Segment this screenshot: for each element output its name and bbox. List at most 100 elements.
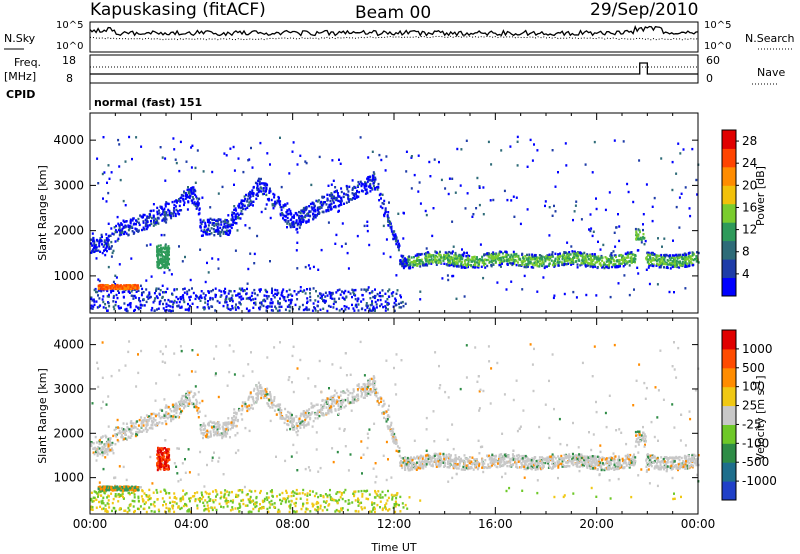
nave-tick-high: 60: [706, 54, 720, 67]
range-gate-cell: [624, 260, 627, 263]
range-gate-cell: [546, 258, 549, 261]
range-gate-cell: [340, 200, 343, 203]
range-gate-cell: [381, 289, 384, 292]
range-gate-cell: [252, 306, 255, 309]
range-gate-cell: [405, 258, 407, 261]
range-gate-cell: [188, 288, 191, 292]
range-gate-cell: [632, 258, 635, 261]
range-gate-cell: [355, 303, 358, 306]
range-gate-cell: [300, 412, 303, 415]
range-gate-cell: [336, 395, 339, 398]
range-gate-cell: [650, 259, 653, 262]
range-gate-cell: [184, 197, 187, 200]
range-gate-cell: [460, 262, 463, 266]
range-gate-cell: [225, 435, 228, 438]
range-gate-cell: [464, 207, 467, 210]
range-gate-cell: [642, 223, 644, 226]
range-gate-cell: [399, 259, 402, 262]
range-gate-cell: [645, 257, 648, 260]
range-gate-cell: [659, 266, 662, 269]
range-gate-cell: [608, 260, 611, 263]
range-gate-cell: [689, 255, 692, 258]
range-gate-cell: [438, 253, 441, 256]
range-gate-cell: [343, 297, 346, 300]
range-gate-cell: [257, 187, 260, 190]
range-gate-cell: [191, 201, 194, 205]
range-gate-cell: [218, 231, 221, 234]
colorbar-tick-label: 28: [742, 134, 757, 148]
range-gate-cell: [619, 265, 621, 268]
range-gate-cell: [448, 264, 451, 267]
range-gate-cell: [103, 286, 106, 289]
range-gate-cell: [98, 245, 101, 248]
range-gate-cell: [358, 386, 361, 389]
range-gate-cell: [196, 149, 199, 152]
range-gate-cell: [474, 266, 477, 269]
range-gate-cell: [233, 212, 236, 215]
range-gate-cell: [271, 489, 273, 492]
range-gate-cell: [308, 308, 311, 311]
range-gate-cell: [688, 207, 691, 210]
range-gate-cell: [123, 290, 126, 293]
range-gate-cell: [399, 495, 402, 499]
range-gate-cell: [668, 256, 671, 260]
range-gate-cell: [440, 459, 443, 463]
range-gate-cell: [351, 192, 354, 195]
range-gate-cell: [382, 252, 385, 255]
range-gate-cell: [238, 202, 241, 206]
range-gate-cell: [457, 254, 460, 258]
range-gate-cell: [233, 218, 236, 221]
range-gate-cell: [142, 213, 145, 217]
range-gate-cell: [167, 251, 170, 254]
range-gate-cell: [257, 194, 259, 197]
range-gate-cell: [501, 260, 504, 263]
range-gate-cell: [657, 263, 660, 267]
range-gate-cell: [207, 300, 209, 303]
range-gate-cell: [235, 303, 237, 306]
range-gate-cell: [141, 287, 144, 291]
range-gate-cell: [318, 211, 321, 215]
range-gate-cell: [218, 301, 221, 304]
range-gate-cell: [584, 265, 587, 268]
range-gate-cell: [359, 340, 362, 344]
range-gate-cell: [597, 240, 599, 243]
range-gate-cell: [507, 253, 510, 257]
range-gate-cell: [179, 200, 182, 203]
range-gate-cell: [179, 345, 182, 348]
range-gate-cell: [237, 213, 240, 217]
range-gate-cell: [209, 296, 212, 300]
range-gate-cell: [473, 260, 476, 263]
range-gate-cell: [166, 202, 169, 205]
range-gate-cell: [419, 499, 422, 502]
range-gate-cell: [168, 268, 171, 272]
range-gate-cell: [369, 184, 372, 188]
range-gate-cell: [287, 299, 290, 302]
range-gate-cell: [608, 266, 610, 269]
range-gate-cell: [527, 265, 529, 268]
range-gate-cell: [302, 211, 305, 215]
range-gate-cell: [248, 297, 251, 301]
range-gate-cell: [412, 263, 415, 267]
range-gate-cell: [635, 237, 638, 241]
range-gate-cell: [150, 275, 153, 278]
range-gate-cell: [612, 250, 615, 253]
range-gate-cell: [618, 254, 621, 257]
range-gate-cell: [161, 247, 164, 250]
range-gate-cell: [405, 150, 408, 153]
range-gate-cell: [184, 400, 187, 404]
range-gate-cell: [279, 214, 282, 217]
range-gate-cell: [439, 253, 442, 257]
range-gate-cell: [175, 301, 178, 304]
range-gate-cell: [625, 262, 628, 265]
range-gate-cell: [452, 447, 455, 451]
range-gate-cell: [347, 469, 350, 472]
range-gate-cell: [114, 303, 117, 307]
range-gate-cell: [318, 155, 321, 159]
range-gate-cell: [178, 209, 181, 212]
range-gate-cell: [476, 265, 479, 269]
range-gate-cell: [316, 413, 319, 417]
range-gate-cell: [564, 142, 567, 145]
range-gate-cell: [137, 497, 140, 500]
range-gate-cell: [107, 191, 110, 195]
range-gate-cell: [289, 302, 292, 305]
